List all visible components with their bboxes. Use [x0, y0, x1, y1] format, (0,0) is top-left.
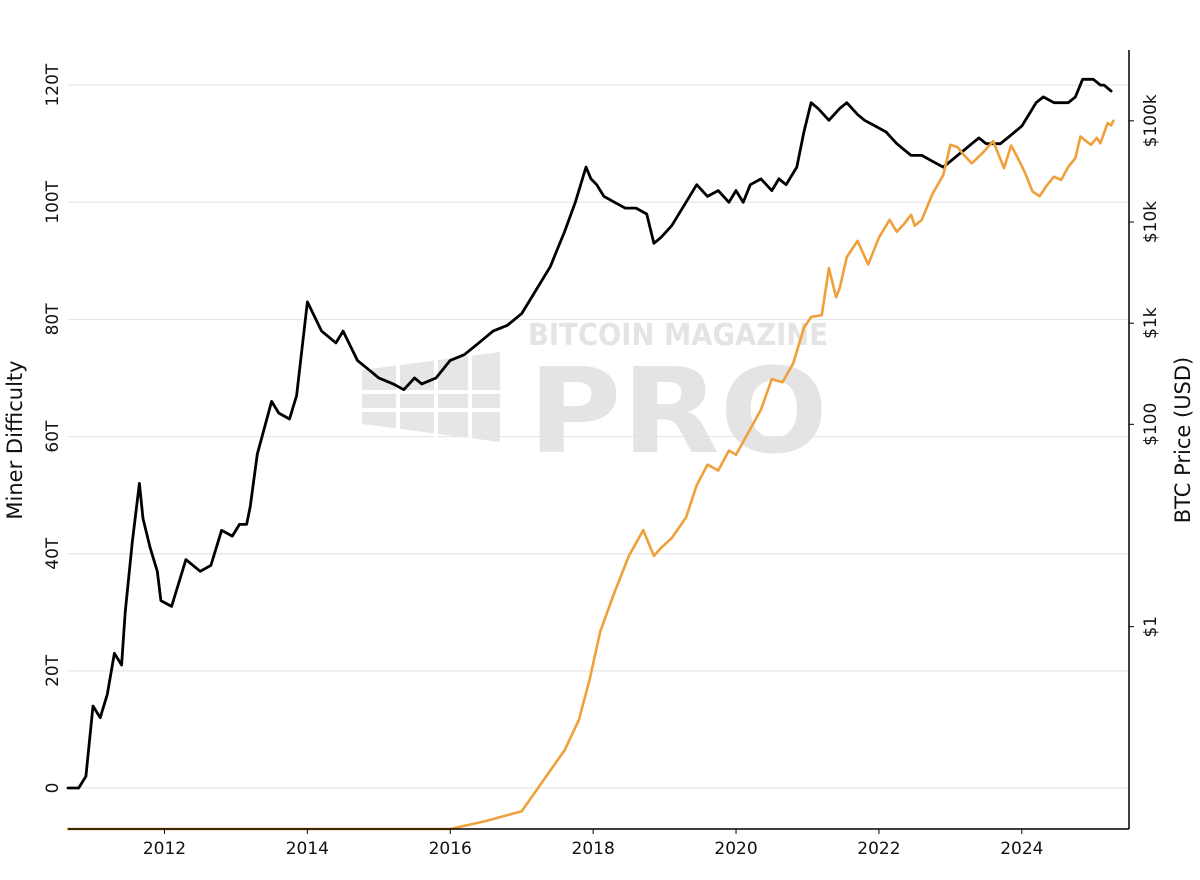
x-tick-label-4: 2020: [714, 839, 757, 859]
axes: [68, 50, 1134, 834]
gridlines: [68, 84, 1129, 789]
x-tick-label-3: 2018: [572, 839, 615, 859]
x-tick-label-2: 2016: [429, 839, 472, 859]
bitcoin-magazine-pro-watermark: BITCOIN MAGAZINE PRO: [362, 318, 828, 480]
x-tick-label-0: 2012: [143, 839, 186, 859]
x-tick-label-6: 2024: [1000, 839, 1043, 859]
x-tick-label-1: 2014: [286, 839, 329, 859]
btc-price-line: [66, 119, 1115, 831]
svg-text:BITCOIN MAGAZINE: BITCOIN MAGAZINE: [528, 318, 828, 353]
y-tick-label-2: 40T: [43, 537, 63, 570]
x-tick-label-5: 2022: [857, 839, 900, 859]
y-tick-label-5: 100T: [43, 180, 63, 223]
series: [66, 77, 1115, 831]
svg-text:PRO: PRO: [528, 342, 828, 480]
y-axis-title: Miner Difficulty: [3, 360, 27, 519]
y2-tick-label-0: $1: [1141, 616, 1161, 638]
tick-labels: 2012 2014 2016 2018 2020 2022 2024 0 20T 40T 60T 80…: [43, 63, 1161, 859]
y2-tick-label-1: $100: [1141, 403, 1161, 446]
y-tick-label-4: 80T: [43, 303, 63, 336]
y2-tick-label-3: $10k: [1141, 201, 1161, 243]
y2-tick-label-4: $100k: [1141, 94, 1161, 147]
y-tick-label-3: 60T: [43, 420, 63, 453]
y2-axis-title: BTC Price (USD): [1171, 357, 1195, 524]
y-tick-label-1: 20T: [43, 654, 63, 687]
y-tick-label-6: 120T: [43, 63, 63, 106]
miner-difficulty-line: [66, 77, 1113, 790]
y-tick-label-0: 0: [43, 783, 63, 794]
y2-tick-label-2: $1k: [1141, 307, 1161, 339]
